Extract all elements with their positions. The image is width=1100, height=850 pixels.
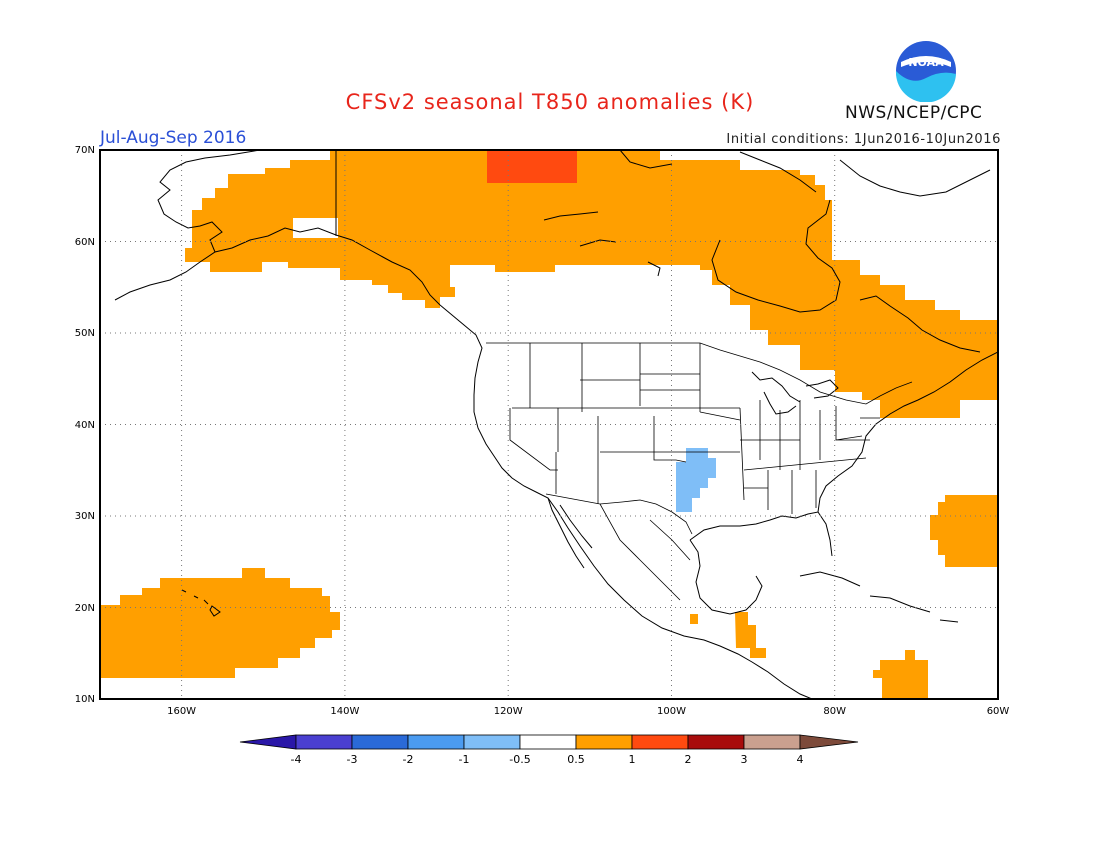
border-layer	[335, 150, 913, 601]
warm-anomaly-hawaii	[100, 568, 340, 678]
legend-bin-3	[407, 734, 465, 750]
legend-bin-1	[295, 734, 353, 750]
anomaly-field-layer	[100, 150, 998, 699]
season-label: Jul-Aug-Sep 2016	[100, 128, 247, 148]
legend-bin-7	[631, 734, 689, 750]
lat-label-20: 20N	[75, 603, 95, 614]
legend-label-neg05: -0.5	[509, 753, 530, 766]
legend-bin-2	[351, 734, 409, 750]
legend-label-2: 2	[685, 753, 692, 766]
arctic-islands	[619, 150, 991, 197]
hudson-bay	[711, 199, 841, 313]
legend-label-05: 0.5	[567, 753, 585, 766]
coastline-layer	[114, 150, 998, 699]
legend-arrow-low	[239, 734, 297, 750]
warm-anomaly-north-america	[185, 150, 998, 418]
lat-label-60: 60N	[75, 237, 95, 248]
strong-warm-anomaly-arctic	[487, 150, 577, 183]
legend-label-3: 3	[741, 753, 748, 766]
lon-label-120w: 120W	[494, 706, 523, 717]
noaa-logo-text: NOAA	[908, 56, 944, 69]
caribbean-islands	[799, 571, 959, 623]
map-frame	[99, 149, 999, 700]
map-title: CFSv2 seasonal T850 anomalies (K)	[345, 90, 755, 114]
great-lakes	[751, 371, 839, 415]
legend-label-neg3: -3	[347, 753, 358, 766]
axis-labels: 70N 60N 50N 40N 30N 20N 10N 160W 140W 12…	[75, 145, 1010, 717]
legend-bin-5	[519, 734, 577, 750]
labrador-coast	[859, 295, 981, 353]
legend-bin-4	[463, 734, 521, 750]
legend-bin-6	[575, 734, 633, 750]
lon-label-60w: 60W	[987, 706, 1010, 717]
baja-california	[547, 497, 593, 569]
legend-label-1: 1	[629, 753, 636, 766]
cool-anomaly-southern-plains	[676, 448, 716, 512]
noaa-logo: NOAA	[895, 41, 956, 102]
us-mexico-border	[545, 493, 693, 535]
warm-anomaly-central-america	[735, 612, 766, 658]
gulf-coast	[689, 511, 833, 615]
legend-bin-9	[743, 734, 801, 750]
lat-label-10: 10N	[75, 694, 95, 705]
lon-label-160w: 160W	[167, 706, 196, 717]
legend-label-4: 4	[797, 753, 804, 766]
warm-anomaly-mexico-spot	[690, 614, 698, 624]
neutral-hole-yukon	[293, 218, 338, 238]
lon-label-80w: 80W	[823, 706, 846, 717]
east-coast	[817, 351, 998, 513]
state-borders	[509, 343, 880, 514]
legend-label-neg1: -1	[459, 753, 470, 766]
us-canada-border	[486, 342, 913, 405]
legend-bin-8	[687, 734, 745, 750]
color-legend: -4 -3 -2 -1 -0.5 0.5 1 2 3 4	[239, 734, 859, 766]
lat-label-50: 50N	[75, 328, 95, 339]
initial-conditions-label: Initial conditions: 1Jun2016-10Jun2016	[726, 132, 1001, 147]
lon-label-100w: 100W	[657, 706, 686, 717]
agency-label: NWS/NCEP/CPC	[845, 103, 983, 123]
lat-label-30: 30N	[75, 511, 95, 522]
lon-label-140w: 140W	[330, 706, 359, 717]
west-coast	[439, 304, 813, 699]
warm-anomaly-caribbean	[873, 650, 928, 699]
lat-label-70: 70N	[75, 145, 95, 156]
legend-arrow-high	[799, 734, 859, 750]
legend-label-neg4: -4	[291, 753, 302, 766]
mexico-states	[599, 503, 691, 601]
hawaii-islands	[181, 589, 221, 617]
lat-label-40: 40N	[75, 420, 95, 431]
warm-anomaly-atlantic	[930, 495, 998, 567]
alaska-coast	[114, 150, 441, 306]
legend-label-neg2: -2	[403, 753, 414, 766]
